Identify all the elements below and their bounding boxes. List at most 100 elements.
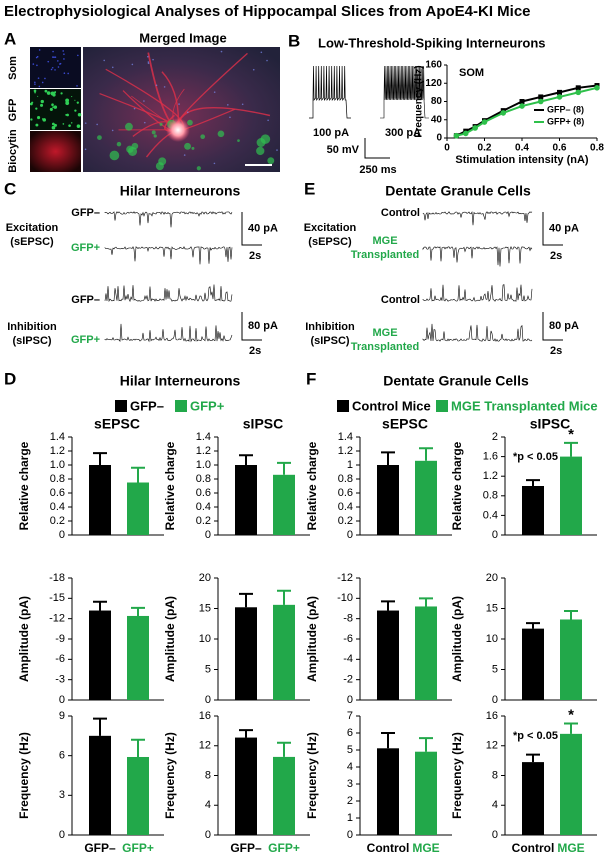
y-tick-label: 1.4 [196, 431, 211, 443]
y-tick-label: -8 [343, 613, 353, 625]
scale-bar [542, 212, 563, 246]
x-tick-label: 0.8 [590, 143, 604, 154]
error-bar [526, 753, 540, 763]
figure-title: Electrophysiological Analyses of Hippoca… [4, 3, 531, 20]
y-tick-label: 0 [436, 133, 442, 144]
y-tick-label: 0 [347, 829, 353, 841]
y-tick-label: -15 [49, 592, 65, 604]
marker [462, 130, 469, 137]
speckle [53, 91, 56, 94]
y-axis-label: Amplitude (pA) [163, 596, 177, 682]
speckle [60, 92, 63, 95]
error-bar [93, 600, 107, 611]
y-tick-label: 6 [347, 727, 353, 739]
error-bar [277, 461, 291, 475]
y-tick-label: -18 [49, 572, 65, 584]
trace-label: 100 pA [313, 127, 349, 139]
chart-title: sIPSC [530, 416, 570, 432]
y-tick-label: 0 [59, 829, 65, 841]
speckle [32, 63, 35, 65]
y-tick-label: 1.6 [483, 451, 498, 463]
marker [500, 110, 507, 116]
speckle [191, 146, 195, 150]
y-tick-label: 1.2 [50, 445, 65, 457]
bar [560, 456, 582, 535]
axis [217, 578, 310, 701]
speckle [42, 118, 47, 122]
speckle [152, 58, 154, 61]
bar [89, 610, 111, 700]
y-tick-label: 0 [347, 529, 353, 541]
bar [273, 756, 295, 835]
legend-label: MGE Transplanted Mice [451, 398, 598, 413]
current-trace [104, 284, 233, 303]
x-tick-label: 0.4 [515, 143, 529, 154]
speckle [71, 96, 73, 98]
speckle [52, 93, 56, 97]
marker [575, 85, 581, 91]
current-trace [104, 323, 233, 343]
marker [453, 132, 460, 139]
y-tick-label: 0.4 [50, 501, 65, 513]
speckle [266, 59, 268, 62]
y-axis-label: Frequency (Hz) [305, 732, 319, 819]
speckle [33, 89, 37, 93]
x-tick-label: GFP– [230, 841, 262, 852]
bar [273, 474, 295, 535]
speckle [155, 162, 164, 171]
y-tick-label: 3 [59, 789, 65, 801]
x-tick-label: 0 [444, 143, 450, 154]
scale-label: 250 ms [359, 164, 396, 176]
speckle [186, 111, 189, 114]
legend-label: GFP+ [190, 398, 225, 413]
current-trace [422, 284, 533, 302]
speckle [187, 119, 193, 126]
speckle [29, 102, 33, 106]
speckle [44, 89, 48, 93]
y-axis-label: Relative charge [305, 441, 319, 530]
y-tick-label: -3 [55, 674, 65, 686]
bar [560, 733, 582, 835]
speckle [153, 134, 157, 138]
x-tick-label: GFP+ [268, 841, 300, 852]
bar [522, 628, 544, 700]
panel-title: Low-Threshold-Spiking Interneurons [318, 35, 546, 50]
speckle [227, 104, 229, 106]
group-label: Excitation [304, 222, 357, 234]
y-tick-label: 0.6 [196, 487, 211, 499]
speckle [74, 109, 77, 112]
bar [235, 737, 257, 835]
y-tick-label: 5 [347, 744, 353, 756]
y-tick-label: 4 [492, 799, 498, 811]
trace-label: Transplanted [351, 249, 419, 261]
bar [377, 465, 399, 535]
y-axis-label: Frequency (Hz) [414, 65, 425, 137]
y-tick-label: 10 [486, 633, 498, 645]
y-tick-label: 1.4 [338, 431, 353, 443]
speckle [163, 86, 166, 88]
speckle [59, 62, 62, 65]
speckle [52, 50, 54, 53]
y-tick-label: 20 [199, 572, 211, 584]
speckle [70, 122, 73, 124]
x-tick-label: 0.6 [553, 143, 567, 154]
y-tick-label: 0 [492, 829, 498, 841]
error-bar [526, 479, 540, 486]
speckle [237, 139, 240, 142]
speckle [133, 107, 136, 110]
speckle [143, 100, 145, 102]
y-tick-label: 8 [492, 769, 498, 781]
speckle [38, 85, 41, 88]
y-tick-label: 7 [347, 710, 353, 722]
speckle [184, 142, 191, 150]
som-image [30, 47, 81, 88]
y-tick-label: 80 [431, 96, 443, 107]
speckle [38, 49, 41, 51]
y-axis-label: Frequency (Hz) [17, 732, 31, 819]
current-trace [422, 210, 533, 226]
gfp-image [30, 89, 81, 130]
y-tick-label: 0 [347, 694, 353, 706]
speckle [217, 130, 225, 138]
speckle [76, 101, 79, 104]
trace-label: GFP+ [71, 242, 100, 254]
